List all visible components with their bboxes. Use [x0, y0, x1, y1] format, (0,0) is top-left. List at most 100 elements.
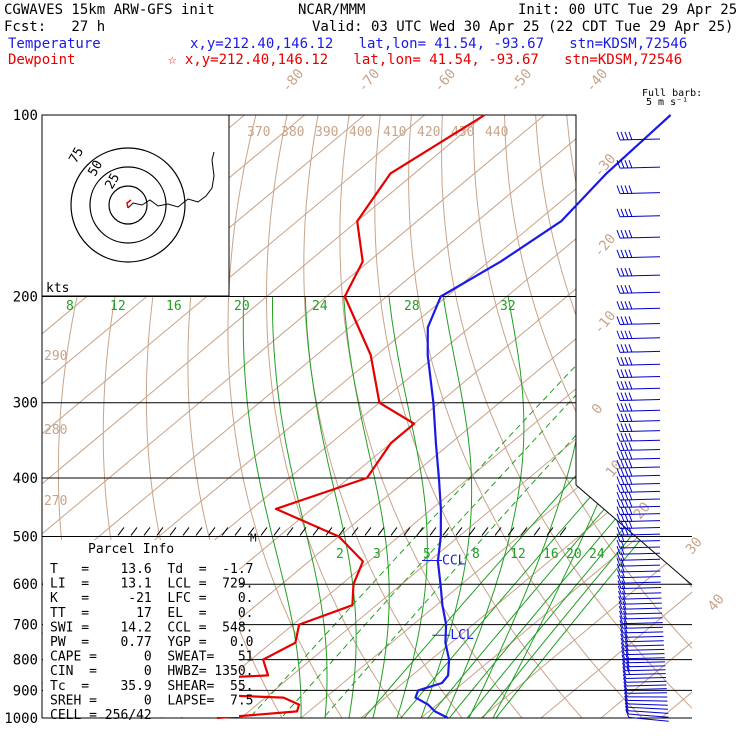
wind-barb	[623, 640, 664, 643]
stability-hatch	[351, 527, 359, 536]
wind-barb	[619, 466, 661, 469]
wind-barb-flag	[625, 654, 630, 663]
stability-hatch	[156, 527, 164, 536]
wind-barb-flag	[616, 285, 621, 294]
pressure-label: 300	[13, 396, 38, 412]
wind-barb	[624, 653, 665, 656]
dry-adiabat-line	[597, 115, 692, 718]
wind-barb-flag	[628, 413, 633, 422]
wind-barb-flag	[616, 369, 621, 378]
wind-barb-flag	[628, 526, 633, 536]
wind-barb-flag	[617, 569, 621, 578]
wind-barb-flag	[624, 433, 629, 442]
mixing-ratio-label: 20	[234, 299, 250, 314]
wind-barb	[619, 490, 661, 493]
wind-barb	[619, 498, 661, 501]
pressure-label: 700	[13, 618, 38, 634]
isotherm-line	[42, 115, 545, 718]
dry-adiabat-line	[339, 115, 534, 718]
wind-barb	[619, 513, 661, 516]
isotherm-label: -10	[591, 308, 620, 338]
wind-barb	[623, 635, 664, 638]
wind-barb-flag	[628, 344, 633, 353]
wind-barb-flag	[620, 267, 625, 277]
mixing-ratio-label: 12	[510, 547, 526, 562]
mixing-ratio-label: 28	[404, 299, 420, 314]
wind-barb-flag	[624, 357, 629, 366]
wind-barb	[622, 626, 664, 629]
wind-barb	[619, 546, 661, 549]
wind-barb-flag	[628, 369, 633, 378]
pressure-label: 500	[13, 529, 38, 545]
wind-barb	[620, 587, 662, 590]
wind-barb	[626, 684, 667, 687]
wind-barb-flag	[624, 629, 628, 638]
wind-barb-flag	[620, 557, 625, 567]
stability-hatch	[299, 527, 307, 536]
wind-barb-flag	[624, 413, 629, 422]
wind-barb-flag	[628, 357, 633, 366]
parcel-info-row: LI = 13.1 LCL = 729.	[50, 577, 254, 592]
wind-barb-flag	[628, 301, 633, 310]
wind-barb-flag	[624, 637, 629, 647]
temperature-profile	[414, 114, 672, 719]
wind-barb	[619, 166, 661, 169]
wind-barb-flag	[620, 316, 625, 325]
wind-barb	[621, 607, 663, 610]
wind-barb-flag	[620, 249, 625, 258]
wind-barb-flag	[623, 677, 627, 687]
wind-barb-flag	[628, 381, 633, 390]
stability-hatch	[182, 527, 190, 536]
mixing-ratio-line	[352, 296, 692, 718]
wind-barb-flag	[628, 433, 633, 442]
wind-barb-flag	[620, 451, 625, 460]
wind-barb-flag	[616, 533, 621, 542]
wind-barb-flag	[628, 468, 633, 477]
wind-barb-flag	[623, 681, 628, 690]
mixing-ratio-line	[311, 296, 692, 718]
wind-barb-flag	[628, 499, 633, 508]
dry-adiabat-line	[227, 115, 351, 718]
wind-barb-flag	[616, 159, 621, 169]
wind-barb	[619, 457, 661, 460]
wind-barb-flag	[616, 249, 621, 258]
isotherm-label: 20	[631, 499, 654, 522]
wind-barb	[626, 680, 667, 683]
wind-barb	[619, 520, 661, 523]
wind-barb-flag	[623, 615, 628, 624]
wind-barb-flag	[624, 267, 629, 277]
wind-barb-flag	[620, 637, 625, 647]
mixing-ratio-line	[485, 296, 692, 718]
wind-barb-flag	[624, 526, 629, 536]
stability-hatch	[169, 527, 177, 536]
stability-hatch	[533, 527, 541, 536]
hodograph-ring-label: 75	[66, 145, 87, 166]
stability-hatch	[234, 527, 242, 536]
wind-barb-flag	[622, 670, 627, 679]
wind-barb	[620, 581, 661, 584]
center-title: NCAR/MMM	[298, 2, 365, 18]
wind-barb	[619, 474, 661, 477]
wind-barb-flag	[620, 185, 625, 194]
moist-adiabat-line	[388, 296, 428, 718]
wind-barb	[619, 540, 661, 543]
wind-barb-flag	[624, 642, 629, 651]
barb-key-line2: 5 m s⁻¹	[646, 97, 688, 108]
wind-barb	[627, 706, 669, 710]
stability-hatch	[390, 527, 398, 536]
stability-hatch	[130, 527, 138, 536]
wind-barb-flag	[622, 590, 626, 600]
wind-barb-flag	[620, 131, 625, 141]
stability-hatch	[312, 527, 320, 536]
hodograph-unit: kts	[46, 281, 69, 296]
wind-barb-flag	[616, 476, 621, 485]
wind-barb-flag	[616, 267, 621, 277]
dry-adiabat-line	[722, 115, 740, 731]
mixing-ratio-label: 3	[373, 547, 381, 562]
mixing-ratio-line	[237, 296, 642, 718]
isotherm-label: -50	[507, 66, 536, 96]
wind-barb-flag	[616, 513, 621, 522]
wind-barb	[619, 387, 661, 390]
wind-barb-flag	[616, 413, 621, 422]
